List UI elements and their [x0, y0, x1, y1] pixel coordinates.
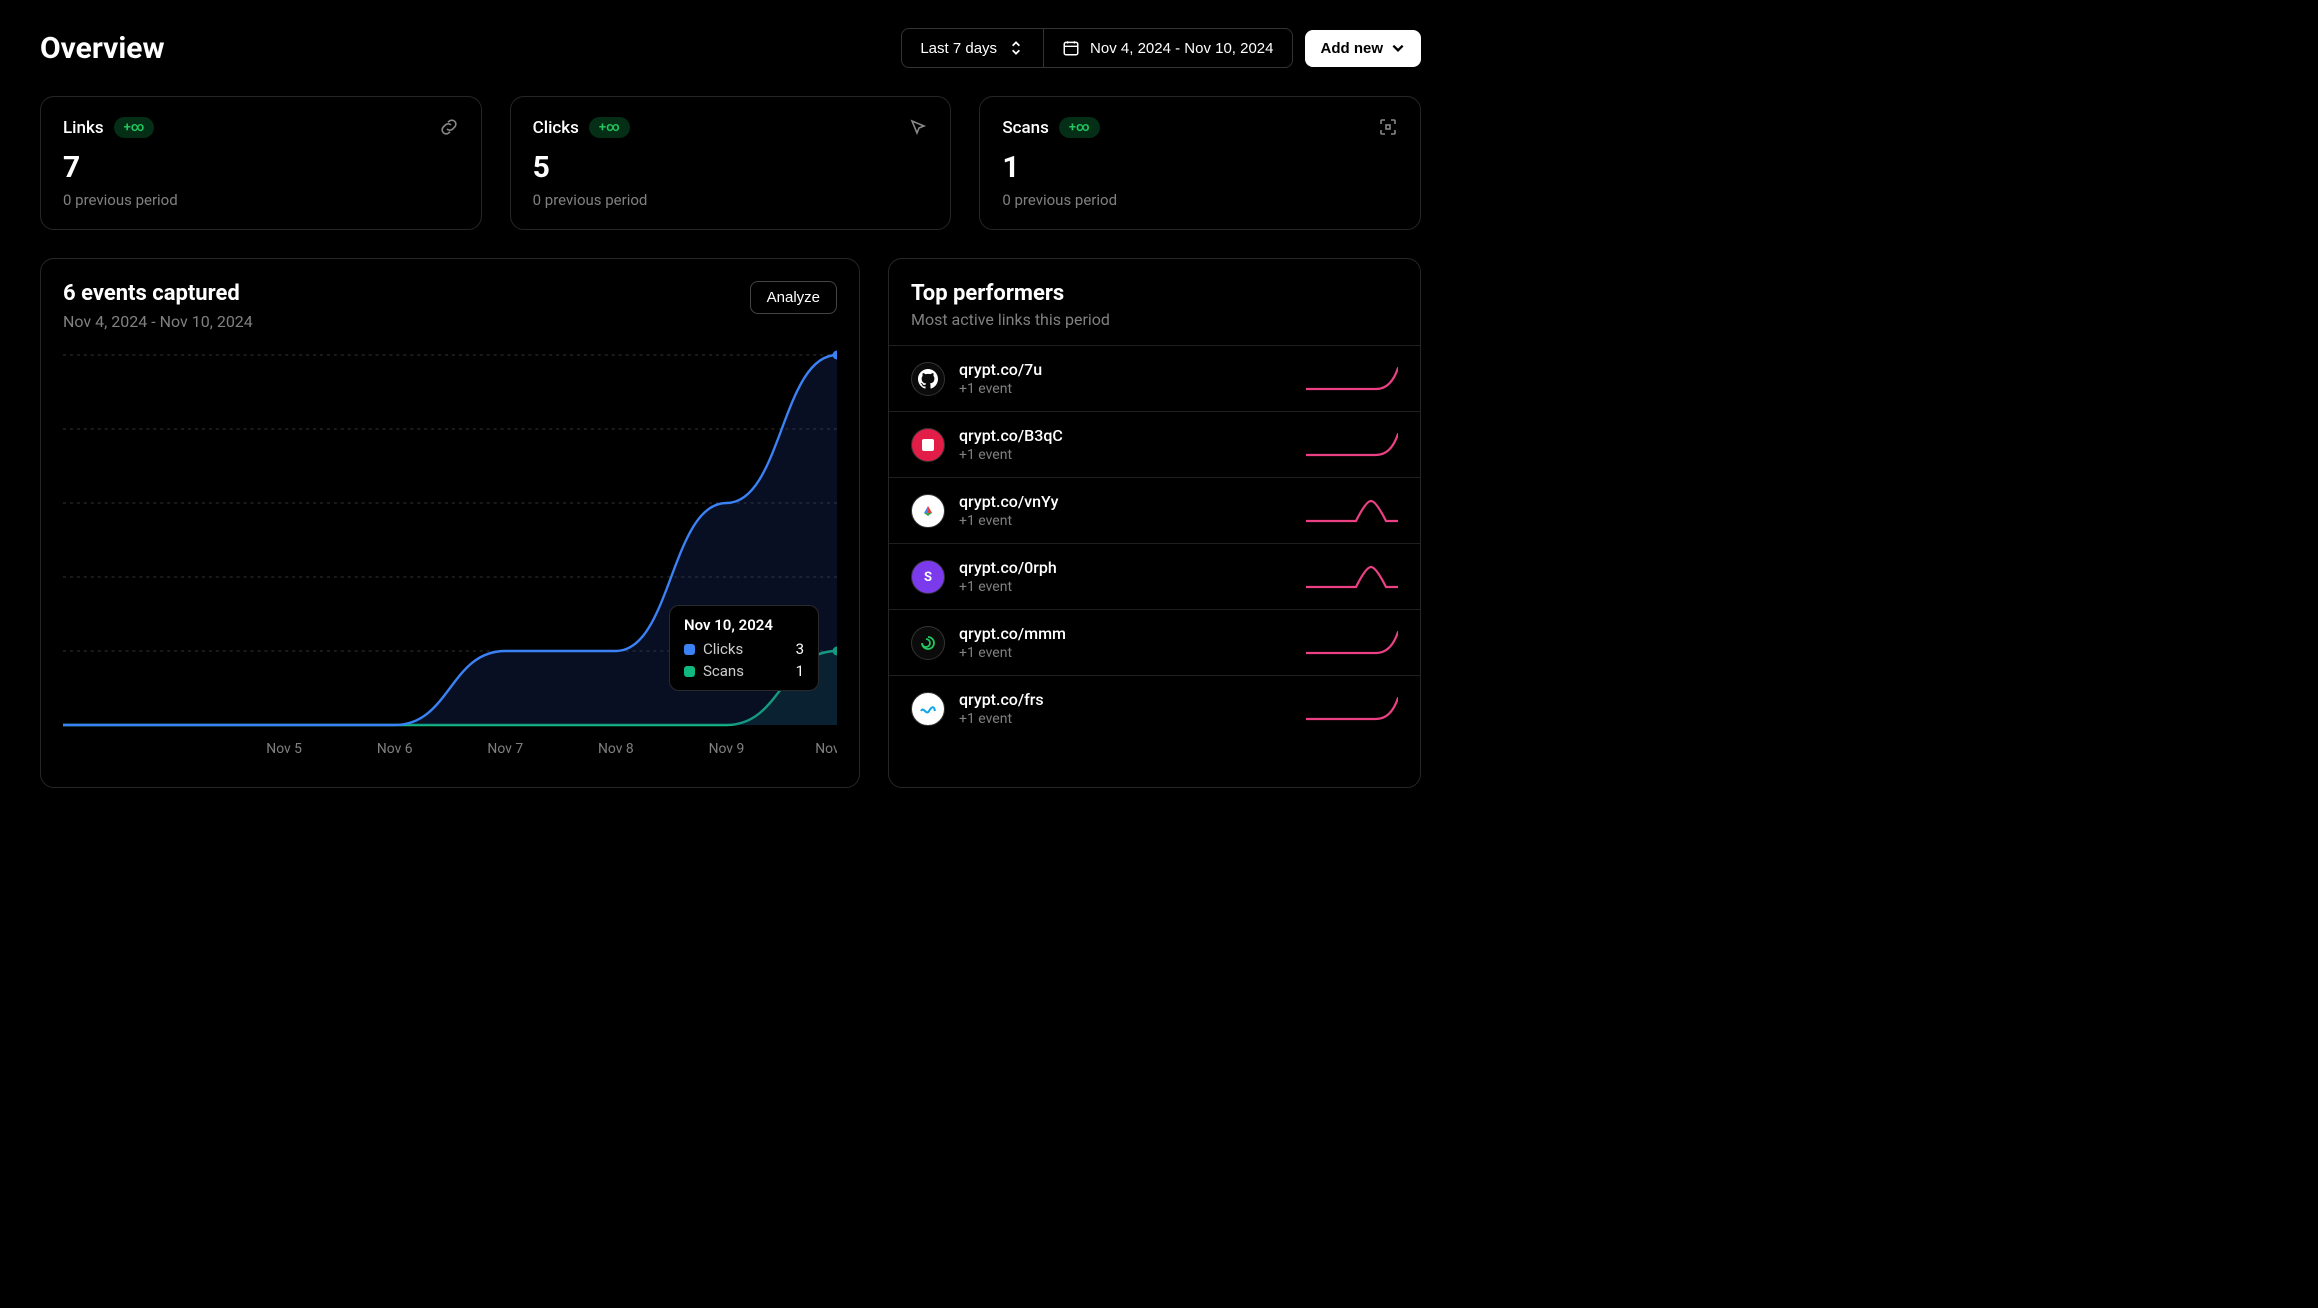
- link-icon: [439, 117, 459, 141]
- stat-label: Clicks: [533, 118, 579, 138]
- stat-label: Links: [63, 118, 104, 138]
- date-range-label: Nov 4, 2024 - Nov 10, 2024: [1090, 40, 1273, 57]
- svg-text:Nov 8: Nov 8: [598, 741, 634, 757]
- stat-card-clicks[interactable]: Clicks +∞ 5 0 previous period: [510, 96, 952, 230]
- stat-card-scans[interactable]: Scans +∞ 1 0 previous period: [979, 96, 1421, 230]
- svg-text:Nov 9: Nov 9: [709, 741, 745, 757]
- date-range-button[interactable]: Nov 4, 2024 - Nov 10, 2024: [1044, 29, 1291, 67]
- top-performer-item[interactable]: qrypt.co/7u +1 event: [889, 345, 1420, 411]
- performer-avatar: S: [911, 560, 945, 594]
- chevron-down-icon: [1391, 41, 1405, 55]
- svg-text:Nov 10: Nov 10: [815, 741, 837, 757]
- stat-value: 5: [533, 150, 929, 185]
- performer-avatar: [911, 626, 945, 660]
- chart-tooltip: Nov 10, 2024 Clicks3Scans1: [669, 605, 819, 691]
- analyze-button[interactable]: Analyze: [750, 281, 837, 314]
- page-title: Overview: [40, 31, 165, 66]
- performer-sub: +1 event: [959, 711, 1292, 727]
- stat-badge: +∞: [114, 117, 155, 138]
- performer-name: qrypt.co/frs: [959, 690, 1292, 709]
- stat-value: 1: [1002, 150, 1398, 185]
- svg-text:S: S: [924, 570, 932, 585]
- stat-sub: 0 previous period: [63, 191, 459, 209]
- performer-sub: +1 event: [959, 447, 1292, 463]
- stat-sub: 0 previous period: [1002, 191, 1398, 209]
- sparkline: [1306, 694, 1398, 724]
- performer-sub: +1 event: [959, 381, 1292, 397]
- performer-avatar: [911, 494, 945, 528]
- top-performers-card: Top performers Most active links this pe…: [888, 258, 1421, 788]
- performer-name: qrypt.co/7u: [959, 360, 1292, 379]
- svg-text:Nov 5: Nov 5: [266, 741, 302, 757]
- events-title: 6 events captured: [63, 281, 253, 306]
- add-new-label: Add new: [1321, 40, 1384, 57]
- performer-name: qrypt.co/vnYy: [959, 492, 1292, 511]
- performer-name: qrypt.co/B3qC: [959, 426, 1292, 445]
- events-chart: Nov 5 Nov 6 Nov 7 Nov 8 Nov 9 Nov 10: [63, 345, 837, 765]
- stat-badge: +∞: [589, 117, 630, 138]
- svg-text:Nov 6: Nov 6: [377, 741, 413, 757]
- period-select[interactable]: Last 7 days: [902, 29, 1044, 67]
- sparkline: [1306, 628, 1398, 658]
- sparkline: [1306, 496, 1398, 526]
- svg-text:Nov 7: Nov 7: [487, 741, 523, 757]
- events-card: 6 events captured Nov 4, 2024 - Nov 10, …: [40, 258, 860, 788]
- sparkline: [1306, 562, 1398, 592]
- stat-badge: +∞: [1059, 117, 1100, 138]
- performer-avatar: [911, 692, 945, 726]
- events-subtitle: Nov 4, 2024 - Nov 10, 2024: [63, 312, 253, 331]
- add-new-button[interactable]: Add new: [1305, 30, 1422, 67]
- chevron-updown-icon: [1007, 39, 1025, 57]
- qr-icon: [1378, 117, 1398, 141]
- stat-value: 7: [63, 150, 459, 185]
- performer-avatar: [911, 362, 945, 396]
- sparkline: [1306, 364, 1398, 394]
- top-performer-item[interactable]: qrypt.co/vnYy +1 event: [889, 477, 1420, 543]
- performer-sub: +1 event: [959, 645, 1292, 661]
- top-performers-subtitle: Most active links this period: [911, 310, 1398, 329]
- stat-sub: 0 previous period: [533, 191, 929, 209]
- performer-sub: +1 event: [959, 579, 1292, 595]
- performer-name: qrypt.co/mmm: [959, 624, 1292, 643]
- performer-avatar: [911, 428, 945, 462]
- top-performer-item[interactable]: qrypt.co/mmm +1 event: [889, 609, 1420, 675]
- stat-card-links[interactable]: Links +∞ 7 0 previous period: [40, 96, 482, 230]
- performer-name: qrypt.co/0rph: [959, 558, 1292, 577]
- tooltip-title: Nov 10, 2024: [684, 616, 804, 634]
- period-label: Last 7 days: [920, 40, 997, 57]
- calendar-icon: [1062, 39, 1080, 57]
- top-performer-item[interactable]: qrypt.co/frs +1 event: [889, 675, 1420, 741]
- cursor-icon: [908, 117, 928, 141]
- stat-label: Scans: [1002, 118, 1049, 138]
- top-performers-title: Top performers: [911, 281, 1398, 306]
- performer-sub: +1 event: [959, 513, 1292, 529]
- top-performer-item[interactable]: qrypt.co/B3qC +1 event: [889, 411, 1420, 477]
- sparkline: [1306, 430, 1398, 460]
- top-performer-item[interactable]: Sqrypt.co/0rph +1 event: [889, 543, 1420, 609]
